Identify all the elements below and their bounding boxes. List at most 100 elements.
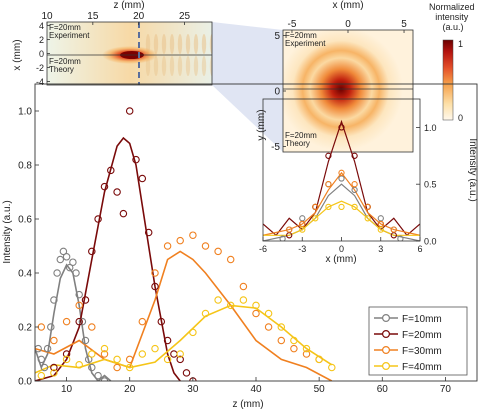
main-x-tick-label: 30: [187, 384, 199, 395]
colorbar: Normalized intensity (a.u.) 1 0: [429, 2, 475, 123]
beam-inset-y-tick-label: -5: [271, 142, 280, 153]
inset-line-series-2: [263, 119, 420, 237]
inset-point-series-4: [377, 226, 384, 233]
main-point-series-4: [125, 363, 134, 372]
legend-marker-swatch: [382, 314, 391, 323]
main-point-series-1: [53, 269, 61, 277]
profile-inset-x-axis-label: x (mm): [325, 254, 356, 265]
inset-point-series-2: [325, 152, 332, 159]
main-point-series-4: [328, 363, 336, 372]
main-point-series-1: [81, 336, 90, 345]
main-point-series-2: [151, 282, 159, 291]
main-point-series-1: [35, 344, 42, 353]
main-y-axis-label: Intensity (a.u.): [2, 200, 13, 263]
main-point-series-1: [84, 355, 93, 364]
main-point-series-2: [107, 166, 115, 175]
inset-line-series-4: [263, 200, 420, 236]
top-inset-fringe: [209, 34, 212, 54]
main-point-series-3: [290, 344, 298, 353]
top-inset-fringe: [185, 34, 191, 54]
main-point-series-1: [62, 253, 71, 261]
beam-inset-experiment-label: F=20mm Experiment: [285, 31, 326, 48]
main-point-series-3: [226, 255, 235, 264]
top-inset-fringes: [145, 34, 212, 76]
main-point-series-2: [88, 247, 96, 256]
main-x-tick-label: 10: [61, 384, 73, 395]
top-inset-fringe: [185, 56, 191, 76]
top-inset-fringe: [169, 56, 175, 76]
main-x-tick-label: 50: [314, 384, 326, 395]
main-point-series-1: [40, 363, 49, 372]
main-point-series-1: [94, 371, 102, 380]
top-inset-x-tick-label: 15: [87, 11, 99, 22]
main-point-series-1: [37, 355, 46, 364]
beam-inset-x-tick-label: 5: [401, 19, 407, 30]
main-point-series-2: [100, 182, 109, 191]
main-point-series-3: [113, 363, 121, 372]
main-point-series-1: [47, 323, 55, 331]
beam-inset-x-ticks: -5 0 5: [288, 19, 407, 33]
inset-point-series-3: [338, 169, 345, 176]
top-inset-theory-label: F=20mm Theory: [49, 57, 83, 74]
inset-point-series-4: [312, 215, 319, 222]
main-point-series-2: [119, 209, 128, 218]
main-point-series-3: [100, 350, 109, 358]
profile-inset-x-ticks: -6 -3 0 3 6: [259, 237, 423, 254]
inset-point-series-3: [312, 203, 319, 211]
profile-inset: -6 -3 0 3 6 0.0 0.5 1.0 x (mm) Intensity (a.u.…: [259, 98, 478, 265]
main-x-tick-label: 60: [377, 384, 389, 395]
profile-inset-y-ticks: 0.0 0.5 1.0: [416, 123, 437, 247]
main-x-tick-label: 40: [250, 384, 262, 395]
legend-label-series-2: F=20mm: [402, 330, 442, 341]
main-point-series-4: [163, 355, 172, 364]
main-line-series-1: [35, 263, 112, 381]
main-point-series-1: [69, 258, 77, 266]
beam-inset-y-ticks: 5 0 -5: [271, 31, 286, 153]
main-x-ticks: 10 20 30 40 50 60 70: [61, 377, 451, 395]
inset-x-tick-label: -6: [259, 244, 267, 254]
top-inset-y-ticks: 4 2 0 -2 -4: [36, 21, 50, 87]
main-point-series-4: [113, 355, 121, 364]
inset-point-series-4: [364, 215, 371, 222]
inset-x-tick-label: 6: [417, 244, 422, 254]
main-point-series-3: [151, 269, 159, 277]
inset-point-series-3: [364, 203, 371, 211]
main-point-series-2: [163, 336, 172, 345]
inset-y-tick-label: 1.0: [424, 123, 437, 133]
main-point-series-4: [189, 328, 197, 337]
main-line-series-4: [35, 304, 333, 374]
profile-inset-points: [279, 124, 404, 241]
main-point-series-3: [75, 301, 83, 310]
main-line-series-3: [35, 250, 333, 381]
main-point-series-3: [50, 336, 58, 345]
main-series-points: [35, 107, 336, 381]
main-point-series-1: [43, 344, 52, 353]
top-inset-fringe: [193, 56, 199, 76]
main-point-series-4: [176, 350, 184, 358]
colorbar-gradient: [442, 39, 454, 121]
main-point-series-2: [144, 228, 153, 237]
main-point-series-2: [75, 317, 83, 326]
main-point-series-3: [176, 236, 184, 245]
inset-x-tick-label: 0: [339, 244, 344, 254]
legend-marker-swatch: [382, 330, 391, 339]
top-inset-fringe: [161, 34, 167, 54]
profile-inset-lines: [263, 119, 420, 241]
main-point-series-3: [88, 323, 96, 331]
top-inset-fringe: [153, 56, 159, 76]
main-x-tick-label: 70: [440, 384, 452, 395]
top-inset-x-axis-label: z (mm): [113, 0, 144, 11]
main-point-series-2: [50, 363, 58, 372]
profile-inset-y-axis-label: Intensity (a.u.): [467, 138, 478, 201]
main-point-series-2: [176, 355, 184, 364]
main-point-series-2: [81, 296, 90, 304]
main-point-series-3: [214, 247, 222, 256]
beam-spot: [283, 30, 403, 151]
inset-point-series-1: [397, 235, 404, 241]
main-y-tick-label: 0.0: [18, 377, 32, 388]
main-point-series-4: [88, 350, 96, 358]
callout-wedge: [212, 22, 283, 152]
beam-inset-intensity-map: F=20mm Experiment F=20mm Theory -5 0 5 50-…: [256, 0, 414, 153]
legend-marker-swatch: [382, 362, 391, 371]
